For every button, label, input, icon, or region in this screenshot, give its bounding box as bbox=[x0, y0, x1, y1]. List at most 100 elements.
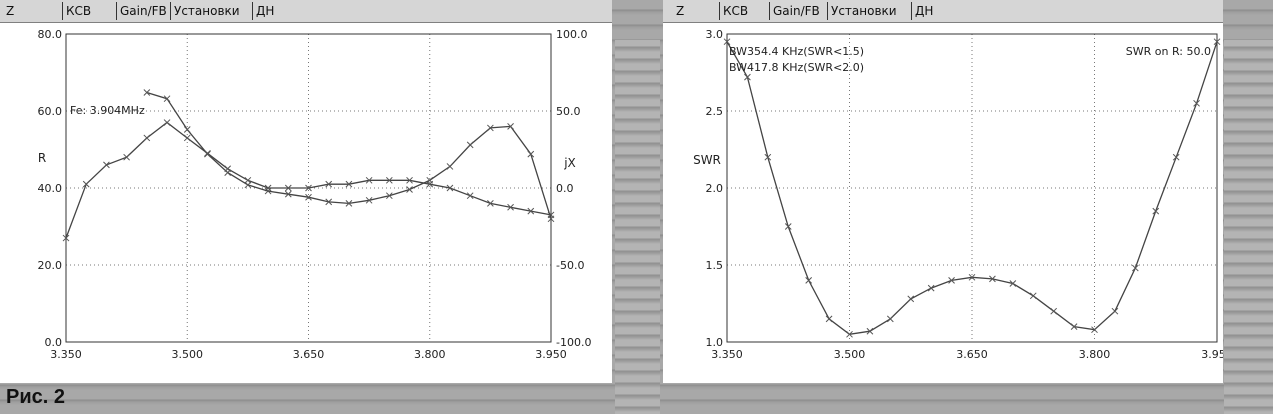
tab-z[interactable]: Z bbox=[6, 4, 15, 18]
plot-frame bbox=[65, 33, 552, 343]
tab-pattern[interactable]: ДН bbox=[252, 2, 277, 20]
data-point-marker bbox=[446, 184, 454, 192]
data-point-marker bbox=[345, 180, 353, 188]
data-point-marker bbox=[487, 124, 494, 132]
y-tick-label: 60.0 bbox=[38, 105, 63, 118]
y-tick-label: 0.0 bbox=[45, 336, 63, 349]
x-tick-label: 3.500 bbox=[172, 348, 204, 361]
data-point-marker bbox=[365, 176, 373, 184]
data-point-marker bbox=[1131, 264, 1139, 272]
y-axis-label: R bbox=[38, 151, 46, 165]
data-point-marker bbox=[968, 273, 976, 281]
data-point-marker bbox=[264, 187, 272, 195]
tab-swr[interactable]: КСВ bbox=[719, 2, 751, 20]
y-tick-label: 2.5 bbox=[706, 105, 724, 118]
y-tick-label: 40.0 bbox=[38, 182, 63, 195]
y2-tick-label: 0.0 bbox=[556, 182, 574, 195]
x-tick-label: 3.950 bbox=[535, 348, 567, 361]
data-point-marker bbox=[907, 295, 915, 303]
series-line-0 bbox=[65, 121, 552, 239]
data-point-marker bbox=[224, 169, 232, 176]
impedance-chart: 3.350 3.500 3.650 3.800 3.950 0.0 20.0 40.0 60.0… bbox=[38, 28, 592, 361]
y2-tick-label: -100.0 bbox=[556, 336, 591, 349]
data-point-marker bbox=[1009, 280, 1017, 287]
data-point-marker bbox=[244, 181, 252, 189]
data-point-marker bbox=[825, 315, 833, 323]
data-point-marker bbox=[183, 126, 191, 133]
data-point-marker bbox=[1152, 207, 1160, 215]
data-point-marker bbox=[527, 150, 535, 158]
data-point-marker bbox=[1091, 326, 1098, 334]
data-point-marker bbox=[886, 315, 894, 323]
data-point-marker bbox=[385, 192, 393, 200]
data-point-marker bbox=[547, 215, 555, 223]
x-tick-label: 3.500 bbox=[834, 348, 866, 361]
tab-swr[interactable]: КСВ bbox=[62, 2, 94, 20]
x-tick-label: 3.800 bbox=[1079, 348, 1111, 361]
swr-reference-annotation: SWR on R: 50.0 bbox=[1126, 45, 1211, 58]
y-tick-label: 2.0 bbox=[706, 182, 724, 195]
y2-tick-label: 50.0 bbox=[556, 105, 581, 118]
data-point-marker bbox=[1029, 292, 1037, 300]
data-point-marker bbox=[1172, 153, 1180, 161]
data-point-marker bbox=[1193, 99, 1200, 107]
data-point-marker bbox=[163, 95, 171, 103]
data-point-marker bbox=[345, 200, 353, 207]
x-tick-label: 3.950 bbox=[1201, 348, 1223, 361]
background-text-column bbox=[615, 40, 660, 414]
frequency-annotation: Fe: 3.904MHz bbox=[70, 104, 145, 117]
tab-pattern[interactable]: ДН bbox=[911, 2, 936, 20]
tab-gain-fb[interactable]: Gain/FB bbox=[769, 2, 823, 20]
data-point-marker bbox=[325, 198, 333, 206]
data-point-marker bbox=[62, 234, 70, 242]
data-point-marker bbox=[325, 180, 333, 188]
data-point-marker bbox=[305, 193, 312, 201]
data-point-marker bbox=[784, 223, 792, 230]
x-tick-label: 3.650 bbox=[293, 348, 325, 361]
data-point-marker bbox=[466, 192, 474, 200]
data-point-marker bbox=[204, 150, 211, 158]
data-point-marker bbox=[744, 73, 751, 81]
y2-axis-label: jX bbox=[563, 156, 576, 170]
data-point-marker bbox=[989, 275, 996, 283]
tab-settings[interactable]: Установки bbox=[827, 2, 900, 20]
data-point-marker bbox=[426, 176, 434, 184]
data-point-marker bbox=[927, 284, 935, 292]
tab-bar: Z КСВ Gain/FB Установки ДН bbox=[663, 0, 1223, 23]
data-point-marker bbox=[723, 38, 731, 46]
y-tick-label: 20.0 bbox=[38, 259, 63, 272]
tab-gain-fb[interactable]: Gain/FB bbox=[116, 2, 170, 20]
x-tick-label: 3.650 bbox=[956, 348, 988, 361]
background-text-column bbox=[1224, 40, 1273, 414]
tab-settings[interactable]: Установки bbox=[170, 2, 243, 20]
data-point-marker bbox=[446, 163, 454, 170]
swr-chart: 3.350 3.500 3.650 3.800 3.950 1.0 1.5 2.0 2.5 3.0… bbox=[693, 28, 1223, 361]
data-point-marker bbox=[123, 153, 130, 161]
y-tick-label: 80.0 bbox=[38, 28, 63, 41]
data-point-marker bbox=[866, 327, 874, 335]
data-point-marker bbox=[1070, 323, 1078, 330]
data-point-marker bbox=[846, 330, 853, 338]
data-point-marker bbox=[365, 196, 373, 204]
data-point-marker bbox=[82, 180, 90, 188]
tab-bar: Z КСВ Gain/FB Установки ДН bbox=[0, 0, 612, 23]
figure-caption: Рис. 2 bbox=[6, 386, 65, 408]
data-point-marker bbox=[764, 153, 772, 161]
data-point-marker bbox=[385, 176, 393, 184]
data-point-marker bbox=[284, 190, 292, 198]
data-point-marker bbox=[143, 134, 151, 142]
data-point-marker bbox=[1111, 307, 1119, 315]
data-point-marker bbox=[527, 207, 535, 215]
data-point-marker bbox=[507, 123, 514, 130]
y-tick-label: 1.5 bbox=[706, 259, 724, 272]
data-point-marker bbox=[305, 184, 312, 192]
y-axis-label: SWR bbox=[693, 153, 721, 167]
tab-z[interactable]: Z bbox=[676, 4, 685, 18]
data-point-marker bbox=[284, 184, 292, 192]
impedance-chart-panel: Z КСВ Gain/FB Установки ДН 3.350 3.500 3.6… bbox=[0, 0, 612, 383]
data-point-marker bbox=[1213, 38, 1221, 46]
x-tick-label: 3.800 bbox=[414, 348, 446, 361]
y-tick-label: 3.0 bbox=[706, 28, 724, 41]
data-point-marker bbox=[143, 89, 151, 96]
data-point-marker bbox=[466, 141, 474, 149]
